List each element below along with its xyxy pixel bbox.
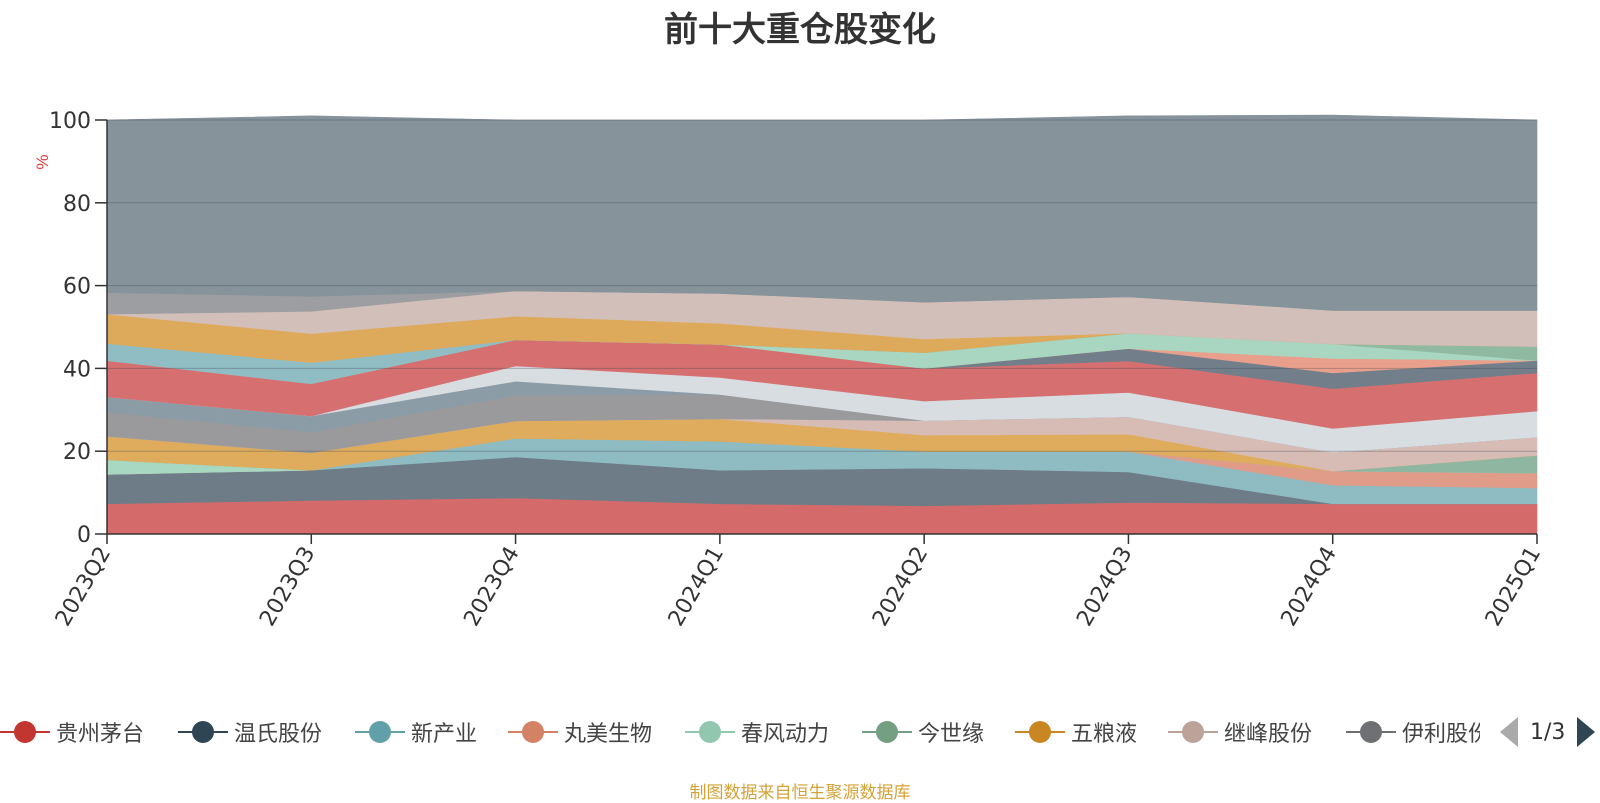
legend-item[interactable]: 新产业 [355,712,477,752]
legend-dot-icon [522,721,544,743]
source-note: 制图数据来自恒生聚源数据库 [689,783,911,803]
legend-symbol-icon [685,712,735,752]
legend-symbol-icon [508,712,558,752]
x-tick-label: 2024Q2 [868,543,933,631]
chart-title: 前十大重仓股变化 [664,10,936,50]
legend-symbol-icon [1346,712,1396,752]
pager-next-icon[interactable] [1577,717,1596,747]
legend-symbol-icon [1168,712,1218,752]
y-tick-label: 0 [77,523,91,548]
legend-dot-icon [369,721,391,743]
legend-item[interactable]: 丸美生物 [508,712,652,752]
legend-dot-icon [1029,721,1051,743]
legend-pager: 1/3 [1500,716,1596,748]
legend-label: 春风动力 [741,722,830,747]
legend-label: 温氏股份 [234,722,323,747]
legend-item[interactable]: 今世缘 [862,712,984,752]
legend-label: 伊利股份 [1402,722,1480,747]
y-tick-label: 80 [63,192,91,217]
legend-symbol-icon [862,712,912,752]
legend-symbol-icon [355,712,405,752]
x-tick-label: 2024Q1 [664,543,729,631]
legend-item[interactable]: 春风动力 [685,712,829,752]
legend-item[interactable]: 五粮液 [1015,712,1137,752]
legend-dot-icon [699,721,721,743]
pager-text: 1/3 [1530,719,1566,745]
y-tick-label: 20 [63,440,91,465]
pager-prev-icon[interactable] [1500,717,1518,747]
x-tick-label: 2024Q4 [1277,543,1342,631]
area-series-20 [106,114,1538,311]
grid-layer [107,119,1537,452]
y-tick-label: 100 [49,109,91,134]
x-tick-label: 2023Q3 [255,543,320,631]
x-tick-label: 2024Q3 [1072,543,1137,631]
legend-symbol-icon [1015,712,1065,752]
y-axis-unit-label: % [33,154,52,169]
legend-label: 五粮液 [1071,722,1138,747]
legend-dot-icon [14,721,36,743]
legend-dot-icon [1360,721,1382,743]
legend-dot-icon [876,721,898,743]
legend-dot-icon [1182,721,1204,743]
areas-layer [106,114,1538,535]
x-tick-label: 2025Q1 [1481,543,1546,631]
legend-symbol-icon [0,712,50,752]
legend-label: 丸美生物 [564,722,653,747]
legend-item[interactable]: 伊利股份 [1346,712,1480,752]
legend-item[interactable]: 继峰股份 [1168,712,1312,752]
legend-label: 贵州茅台 [56,722,145,747]
legend-item[interactable]: 温氏股份 [178,712,322,752]
legend-symbol-icon [178,712,228,752]
stacked-area-chart: 0 20 40 60 80 100 2023Q2 2023Q3 2023Q4 2024Q1 2024… [33,109,1546,631]
legend-dot-icon [192,721,214,743]
legend: 贵州茅台 温氏股份 新产业 丸美生物 春风动力 今世缘 五粮液 继峰股份 伊利股份 [0,712,1480,752]
x-tick-label: 2023Q2 [51,543,116,631]
legend-label: 新产业 [411,722,478,747]
legend-label: 继峰股份 [1224,722,1313,747]
y-tick-label: 40 [63,357,91,382]
x-tick-label: 2023Q4 [459,543,524,631]
y-tick-label: 60 [63,275,91,300]
legend-label: 今世缘 [918,722,985,747]
legend-item[interactable]: 贵州茅台 [0,712,144,752]
